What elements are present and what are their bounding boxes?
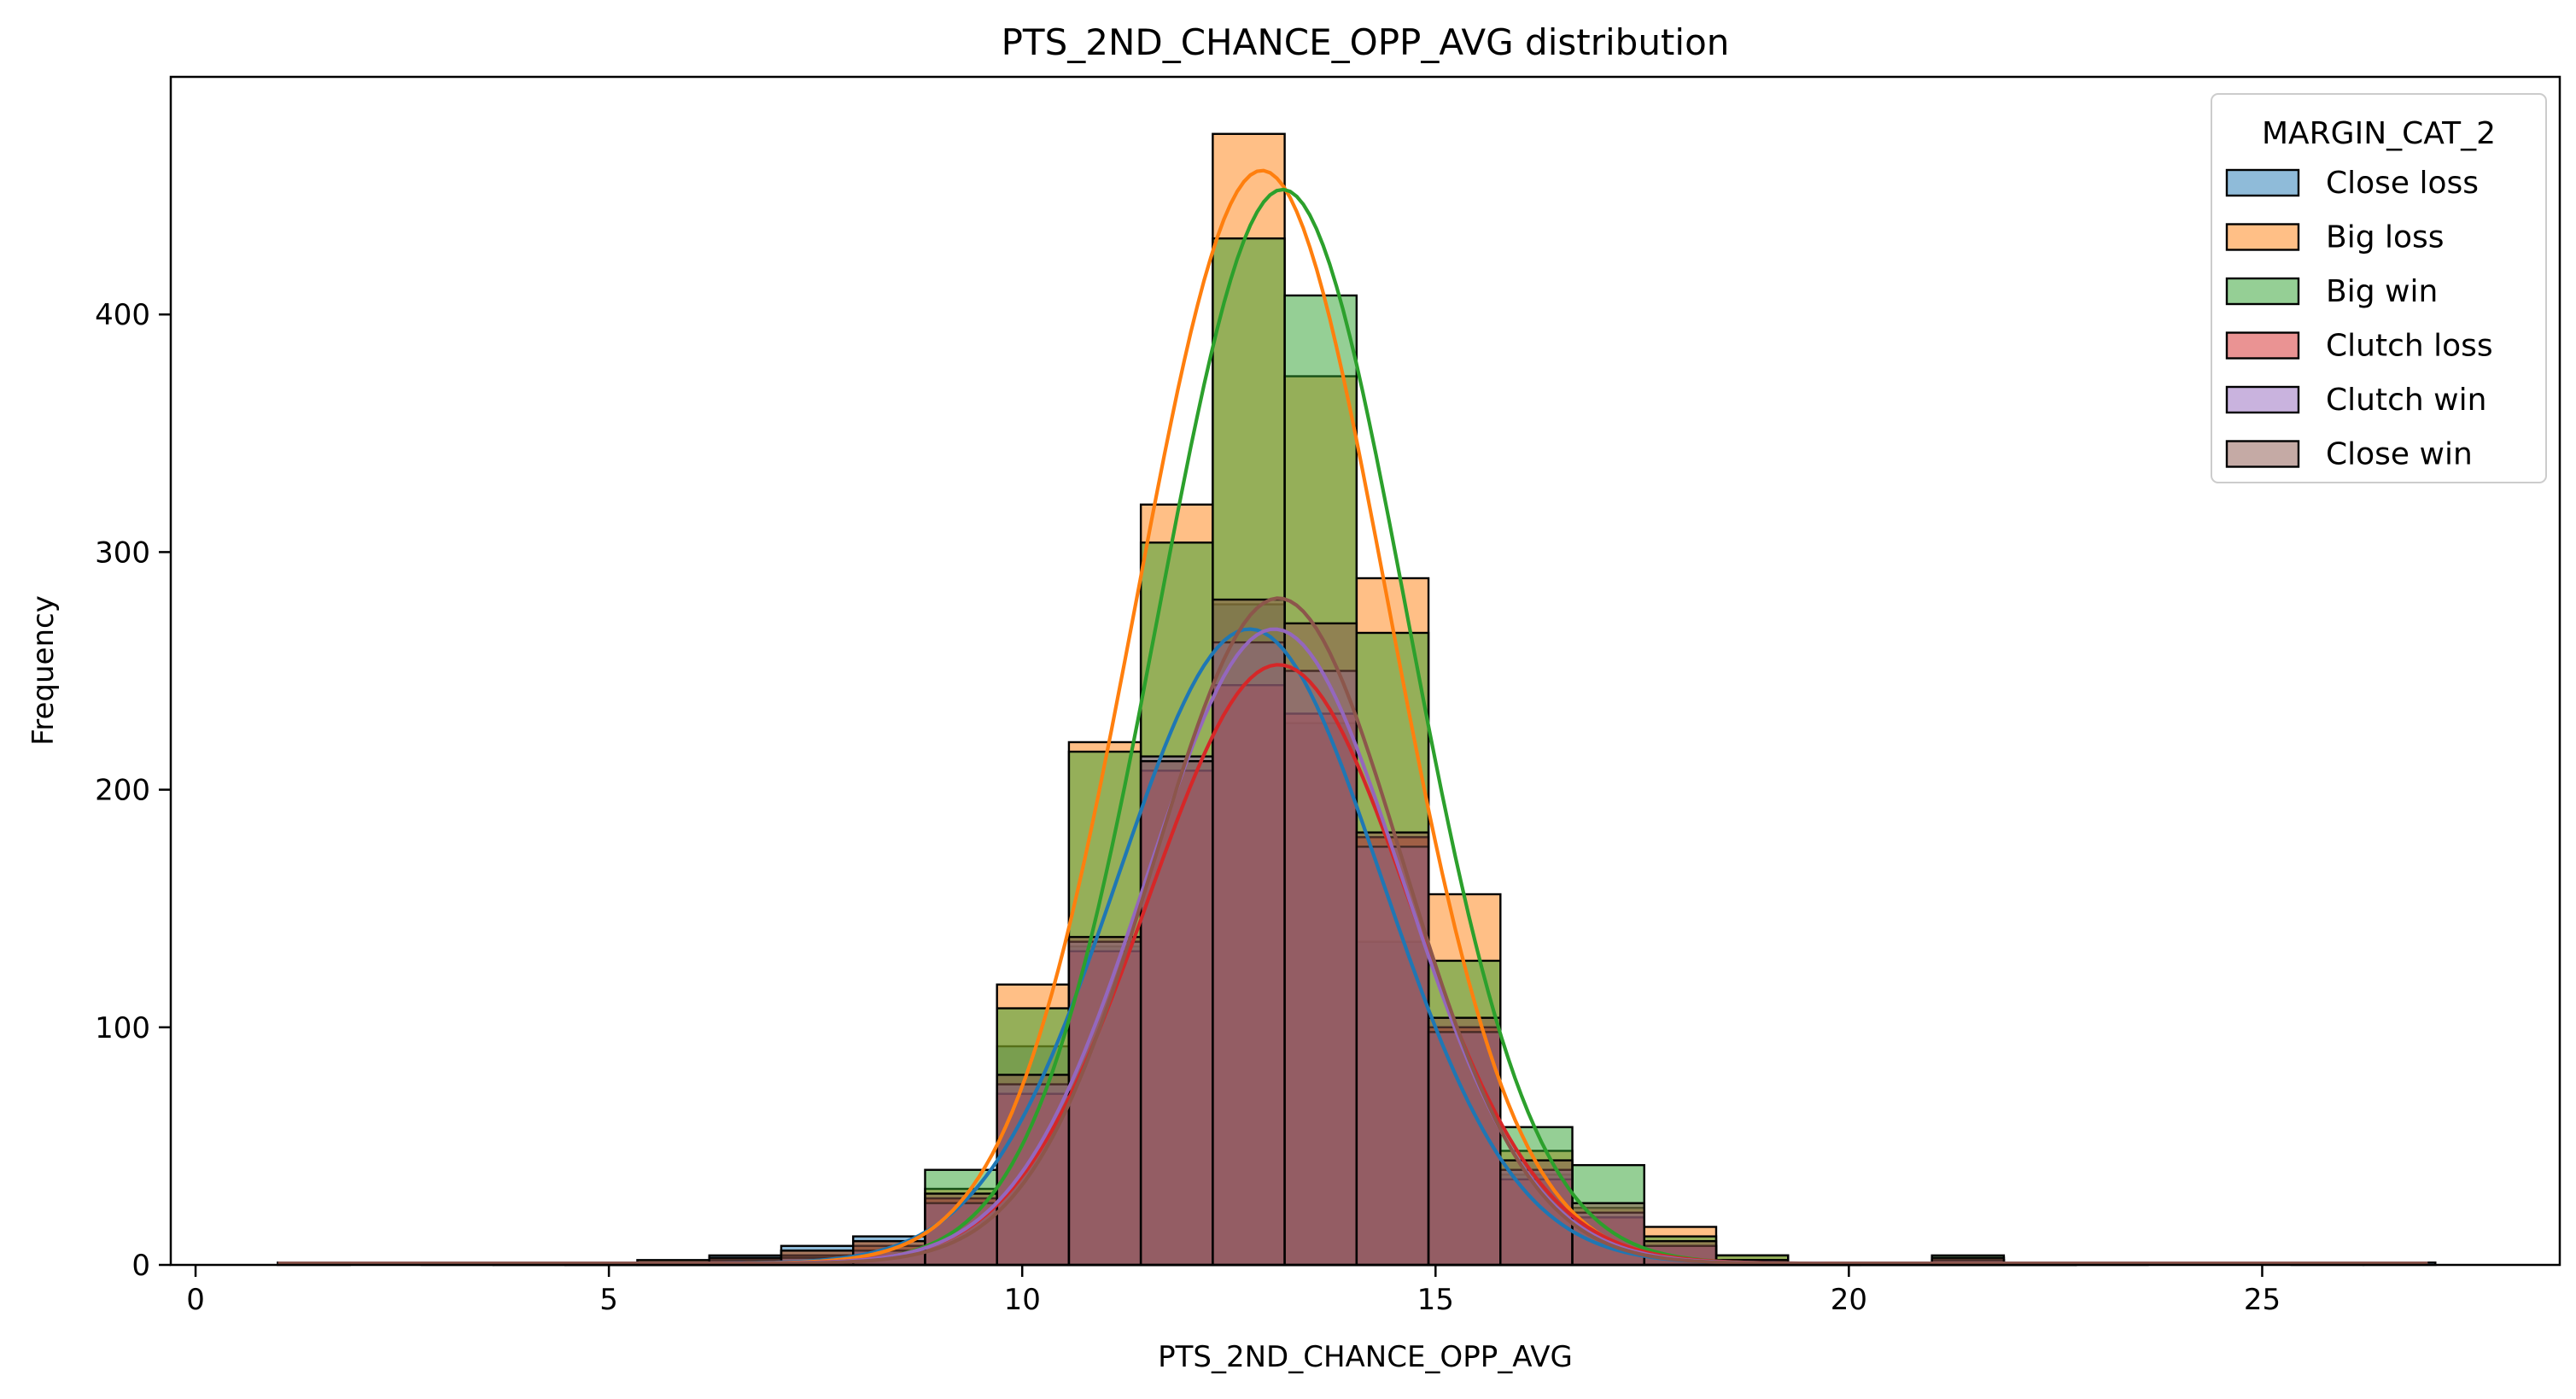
y-tick-label-0: 0 [131, 1249, 150, 1283]
x-axis: 0 5 10 15 20 25 [186, 1265, 2281, 1317]
y-axis: 0 100 200 300 400 [95, 298, 171, 1283]
legend-swatch-big-loss [2225, 223, 2300, 251]
x-axis-label: PTS_2ND_CHANCE_OPP_AVG [1158, 1340, 1573, 1374]
legend-label-clutch-loss: Clutch loss [2326, 329, 2493, 364]
x-tick-label-25: 25 [2244, 1283, 2281, 1317]
chart-title: PTS_2ND_CHANCE_OPP_AVG distribution [1002, 21, 1730, 63]
legend-label-close-win: Close win [2326, 437, 2473, 472]
bar-close-win-11 [1067, 935, 1142, 1267]
y-axis-label: Frequency [26, 595, 61, 746]
legend: MARGIN_CAT_2 Close loss Big loss Big win Cl… [2211, 93, 2547, 483]
x-tick-label-5: 5 [599, 1283, 618, 1317]
y-tick-label-400: 400 [95, 298, 150, 332]
plot-frame [169, 75, 2561, 1267]
kde-line-close-win [277, 596, 2428, 1266]
legend-title: MARGIN_CAT_2 [2262, 116, 2496, 151]
y-tick-label-300: 300 [95, 536, 150, 570]
legend-swatch-close-loss [2225, 168, 2300, 197]
bars-layer [277, 132, 2437, 1267]
y-tick-label-200: 200 [95, 774, 150, 808]
y-tick-label-100: 100 [95, 1011, 150, 1045]
legend-label-big-win: Big win [2326, 274, 2438, 309]
bar-close-win-15 [1355, 831, 1430, 1267]
kde-layer [277, 168, 2428, 1266]
bar-close-win-12 [1139, 760, 1214, 1267]
x-tick-label-10: 10 [1004, 1283, 1041, 1317]
legend-label-clutch-win: Clutch win [2326, 383, 2486, 418]
x-tick-label-0: 0 [186, 1283, 205, 1317]
legend-swatch-clutch-win [2225, 385, 2300, 414]
legend-swatch-close-win [2225, 440, 2300, 468]
x-tick-label-20: 20 [1831, 1283, 1867, 1317]
legend-label-big-loss: Big loss [2326, 220, 2445, 255]
bar-close-win-13 [1212, 598, 1286, 1267]
legend-label-close-loss: Close loss [2326, 166, 2479, 201]
legend-swatch-clutch-loss [2225, 331, 2300, 360]
x-tick-label-15: 15 [1417, 1283, 1454, 1317]
legend-swatch-big-win [2225, 277, 2300, 306]
